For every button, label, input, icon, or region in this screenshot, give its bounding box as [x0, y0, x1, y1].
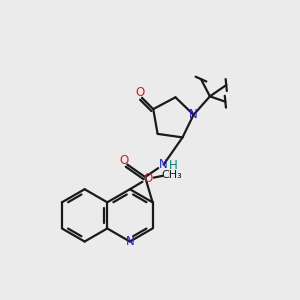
Text: N: N: [125, 235, 134, 248]
Text: CH₃: CH₃: [161, 170, 182, 180]
Text: N: N: [189, 108, 198, 121]
Text: H: H: [169, 159, 177, 172]
Text: O: O: [136, 86, 145, 99]
Text: O: O: [120, 154, 129, 167]
Text: N: N: [159, 158, 168, 171]
Text: O: O: [143, 172, 152, 185]
